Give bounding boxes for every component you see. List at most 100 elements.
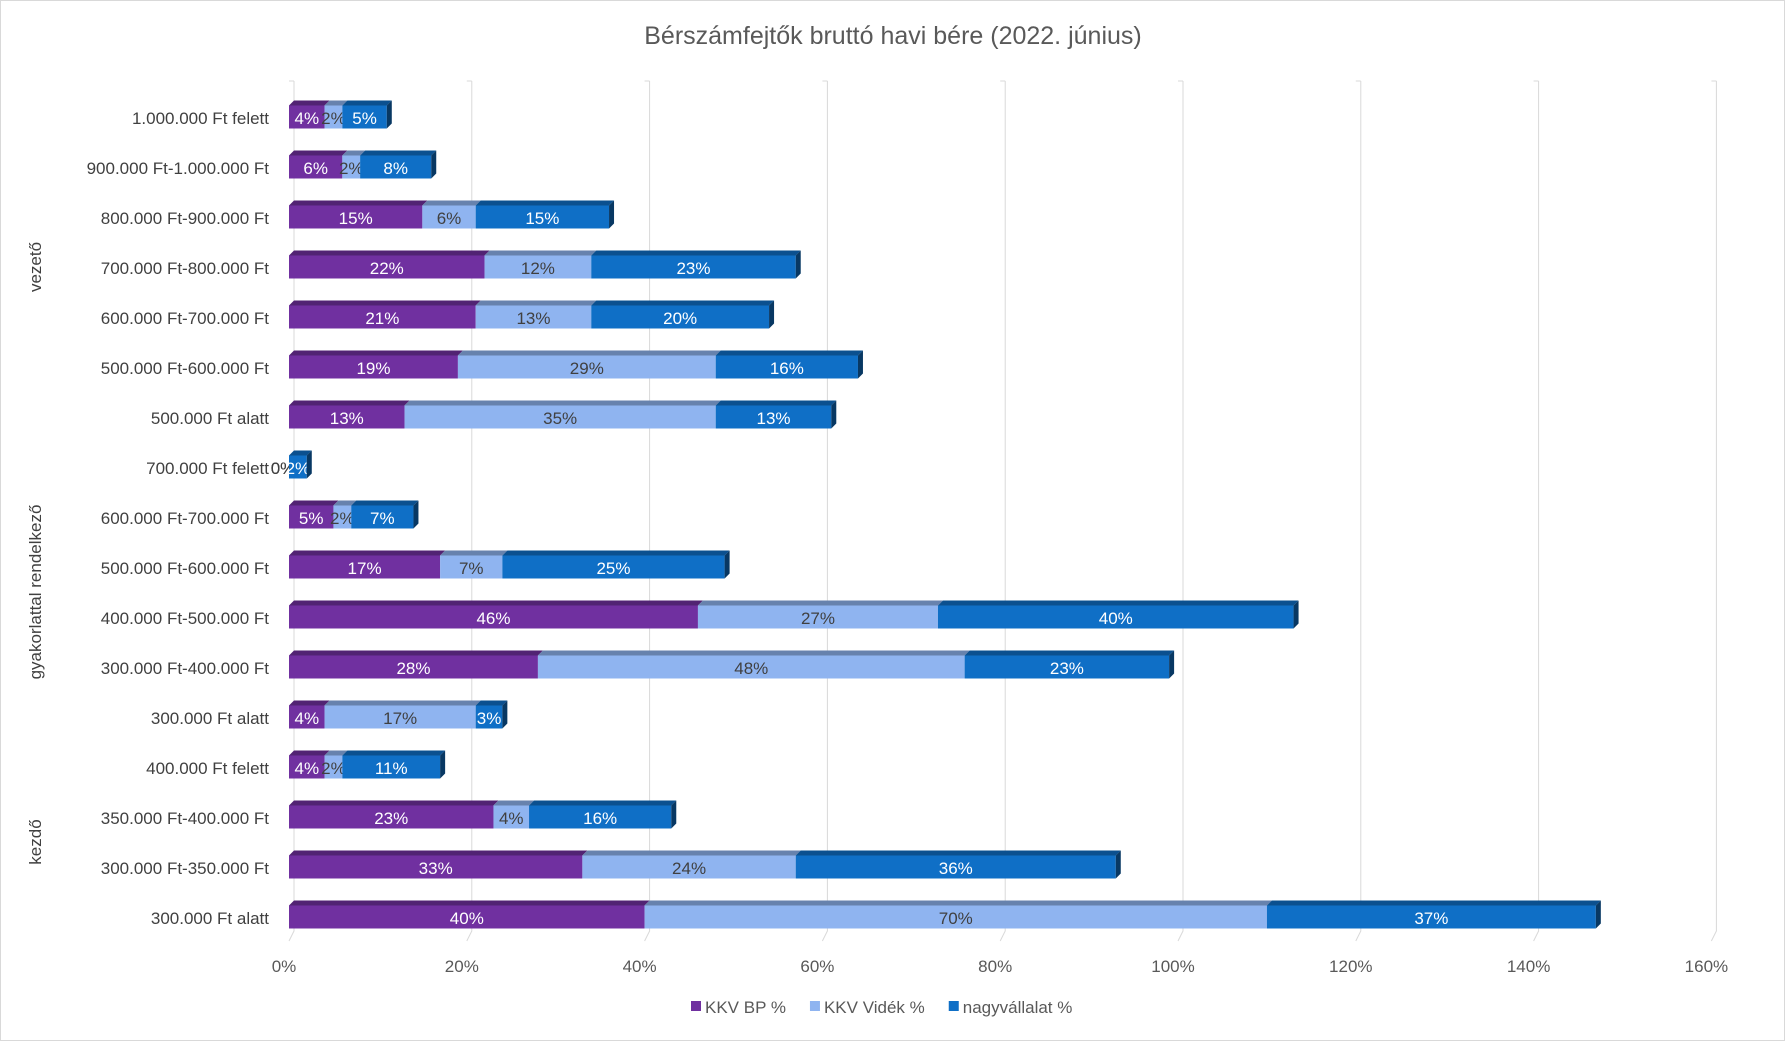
bar-segment: [422, 200, 481, 229]
data-label: 40%: [1099, 609, 1133, 628]
x-tick-label: 120%: [1329, 957, 1372, 976]
category-label: 300.000 Ft alatt: [151, 709, 269, 728]
legend-item: KKV Vidék %: [809, 998, 925, 1017]
bar-segment: [715, 350, 863, 379]
legend-swatch: [691, 1001, 701, 1011]
bar-segment: [324, 100, 348, 129]
bar-segment: [475, 300, 597, 329]
group-label: vezető: [26, 242, 45, 292]
x-tick-label: 0%: [272, 957, 297, 976]
bar-segment: [289, 250, 490, 279]
category-labels: 1.000.000 Ft felett 900.000 Ft-1.000.000 …: [87, 109, 270, 928]
bar-side: [609, 200, 615, 229]
bar-segment: [289, 500, 339, 529]
bar-segment: [537, 650, 970, 679]
bar-segment: [529, 800, 677, 829]
bar-segment: [457, 350, 721, 379]
data-label: 23%: [676, 259, 710, 278]
bar-segment: [484, 250, 597, 279]
bar-segment: [289, 750, 330, 779]
data-label: 36%: [939, 859, 973, 878]
bar-segment: [289, 900, 650, 929]
bar-side: [502, 700, 508, 729]
category-label: 600.000 Ft-700.000 Ft: [101, 309, 270, 328]
bar-segment: [404, 400, 721, 429]
data-label: 7%: [459, 559, 484, 578]
legend-item: KKV BP %: [691, 998, 786, 1017]
category-label: 700.000 Ft felett: [146, 459, 269, 478]
legend-item: nagyvállalat %: [948, 998, 1073, 1017]
category-label: 900.000 Ft-1.000.000 Ft: [87, 159, 270, 178]
bar-side: [831, 400, 837, 429]
bar-side: [440, 750, 446, 779]
bar-side: [1115, 850, 1121, 879]
gridline: [1355, 81, 1362, 942]
category-label: 400.000 Ft felett: [146, 759, 269, 778]
data-label: 13%: [516, 309, 550, 328]
legend-swatch: [809, 1001, 820, 1011]
category-label: 300.000 Ft-350.000 Ft: [101, 859, 270, 878]
bar-segment: [289, 700, 330, 729]
gridline: [1710, 81, 1717, 942]
data-label: 4%: [294, 109, 319, 128]
bars: 4% 2% 5%6% 2% 8%15% 6% 15%22% 12% 23%21% 13% 20%19…: [271, 100, 1601, 929]
category-label: 500.000 Ft alatt: [151, 409, 269, 428]
data-label: 22%: [370, 259, 404, 278]
data-label: 25%: [596, 559, 630, 578]
data-label: 4%: [499, 809, 524, 828]
data-label: 4%: [294, 759, 319, 778]
bar-segment: [342, 100, 392, 129]
category-label: 500.000 Ft-600.000 Ft: [101, 359, 270, 378]
bar-segment: [937, 600, 1299, 629]
bar-side: [724, 550, 730, 579]
category-label: 300.000 Ft alatt: [151, 909, 269, 928]
bar-segment: [289, 350, 463, 379]
data-label: 2%: [339, 159, 364, 178]
x-tick-label: 80%: [978, 957, 1012, 976]
category-label: 400.000 Ft-500.000 Ft: [101, 609, 270, 628]
legend-label: nagyvállalat %: [963, 998, 1073, 1017]
chart-title: Bérszámfejtők bruttó havi bére (2022. jú…: [644, 22, 1141, 50]
gridline: [999, 81, 1006, 942]
bar-segment: [324, 750, 348, 779]
bar-segment: [289, 150, 348, 179]
bar-segment: [502, 550, 730, 579]
x-tick-label: 20%: [445, 957, 479, 976]
bar-side: [1293, 600, 1299, 629]
category-label: 600.000 Ft-700.000 Ft: [101, 509, 270, 528]
bar-segment: [289, 800, 499, 829]
bar-segment: [289, 400, 410, 429]
bar-segment: [715, 400, 837, 429]
bar-segment: [360, 150, 437, 179]
bar-segment: [289, 550, 446, 579]
category-label: 350.000 Ft-400.000 Ft: [101, 809, 270, 828]
bar-side: [1169, 650, 1175, 679]
data-label: 29%: [570, 359, 604, 378]
data-label: 2%: [286, 459, 311, 478]
legend-swatch: [948, 1001, 959, 1011]
data-label: 24%: [672, 859, 706, 878]
bar-side: [386, 100, 392, 129]
bar-segment: [333, 500, 357, 529]
legend-label: KKV Vidék %: [824, 998, 925, 1017]
data-label: 48%: [734, 659, 768, 678]
data-label: 35%: [543, 409, 577, 428]
bar-side: [795, 250, 801, 279]
data-label: 15%: [339, 209, 373, 228]
bar-side: [413, 500, 419, 529]
bar-segment: [591, 250, 801, 279]
data-label: 6%: [303, 159, 328, 178]
bar-segment: [289, 600, 703, 629]
bar-segment: [342, 150, 366, 179]
data-label: 8%: [383, 159, 408, 178]
bar-segment: [342, 750, 446, 779]
bar-side: [306, 450, 312, 479]
data-label: 2%: [330, 509, 355, 528]
bar-segment: [582, 850, 801, 879]
data-label: 7%: [370, 509, 395, 528]
legend-label: KKV BP %: [705, 998, 786, 1017]
bar-segment: [964, 650, 1175, 679]
data-label: 12%: [521, 259, 555, 278]
data-label: 11%: [375, 759, 408, 778]
